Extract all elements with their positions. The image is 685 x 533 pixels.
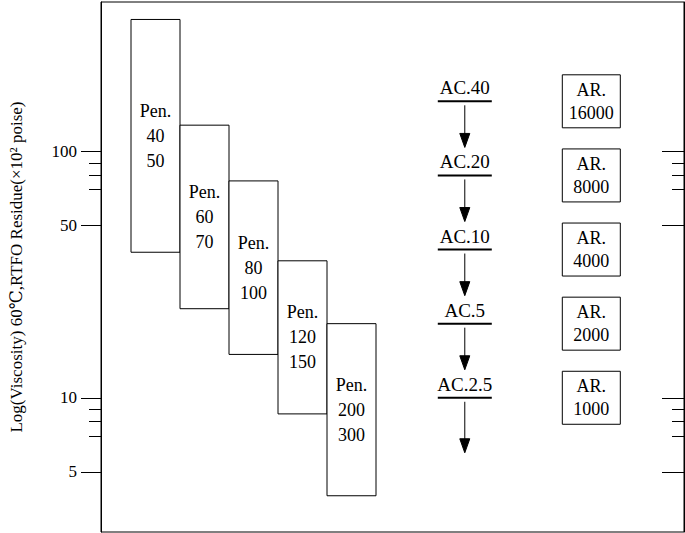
- svg-text:AR.: AR.: [577, 302, 607, 322]
- svg-text:16000: 16000: [569, 103, 614, 123]
- svg-text:60: 60: [196, 207, 214, 227]
- svg-text:AR.: AR.: [577, 376, 607, 396]
- svg-text:Pen.: Pen.: [287, 302, 319, 322]
- svg-text:1000: 1000: [573, 399, 609, 419]
- svg-text:Log(Viscosity) 60℃,RTFO Residu: Log(Viscosity) 60℃,RTFO Residue(×10² poi…: [7, 101, 26, 432]
- svg-text:300: 300: [338, 425, 365, 445]
- svg-text:80: 80: [245, 258, 263, 278]
- svg-text:50: 50: [60, 216, 77, 235]
- svg-text:Pen.: Pen.: [238, 233, 270, 253]
- svg-text:Pen.: Pen.: [189, 182, 221, 202]
- svg-text:2000: 2000: [573, 325, 609, 345]
- svg-text:Pen.: Pen.: [140, 101, 172, 121]
- svg-text:AC.2.5: AC.2.5: [437, 374, 492, 395]
- svg-text:AC.10: AC.10: [440, 226, 490, 247]
- svg-text:AR.: AR.: [577, 80, 607, 100]
- svg-text:40: 40: [147, 126, 165, 146]
- svg-text:AR.: AR.: [577, 228, 607, 248]
- svg-text:50: 50: [147, 151, 165, 171]
- svg-text:5: 5: [69, 462, 78, 481]
- svg-text:AC.40: AC.40: [440, 77, 490, 98]
- svg-text:150: 150: [289, 352, 316, 372]
- svg-text:8000: 8000: [573, 177, 609, 197]
- svg-text:200: 200: [338, 400, 365, 420]
- svg-text:100: 100: [240, 283, 267, 303]
- svg-text:70: 70: [196, 232, 214, 252]
- svg-text:100: 100: [52, 142, 78, 161]
- svg-text:Pen.: Pen.: [336, 375, 368, 395]
- svg-text:10: 10: [60, 388, 77, 407]
- svg-text:AR.: AR.: [577, 154, 607, 174]
- svg-text:AC.20: AC.20: [440, 151, 490, 172]
- svg-text:120: 120: [289, 327, 316, 347]
- svg-text:AC.5: AC.5: [444, 300, 485, 321]
- svg-text:4000: 4000: [573, 251, 609, 271]
